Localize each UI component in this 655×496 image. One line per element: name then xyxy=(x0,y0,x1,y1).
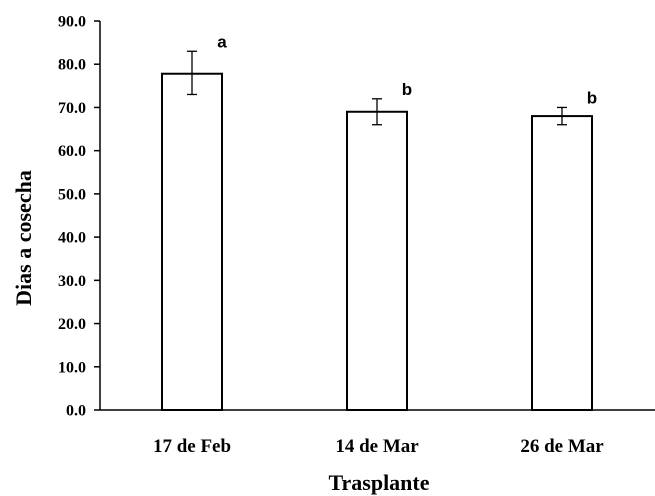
significance-letter: b xyxy=(587,88,597,107)
x-tick-label: 17 de Feb xyxy=(153,436,231,457)
y-tick-label: 40.0 xyxy=(58,230,86,247)
significance-letter: b xyxy=(402,80,412,99)
y-tick-label: 90.0 xyxy=(58,14,86,31)
bar xyxy=(346,110,408,412)
bar xyxy=(531,115,593,411)
x-axis-title: Trasplante xyxy=(328,470,429,495)
y-tick-label: 10.0 xyxy=(58,359,86,376)
y-tick-label: 0.0 xyxy=(66,403,86,420)
y-tick-label: 70.0 xyxy=(58,100,86,117)
y-axis-title: Dias a cosecha xyxy=(11,170,36,306)
y-tick-label: 60.0 xyxy=(58,143,86,160)
y-tick-label: 80.0 xyxy=(58,57,86,74)
y-tick-label: 50.0 xyxy=(58,186,86,203)
significance-letters-layer: a b b xyxy=(217,32,597,107)
x-tick-label: 26 de Mar xyxy=(520,436,604,457)
y-tick-label: 30.0 xyxy=(58,273,86,290)
bar xyxy=(161,72,223,411)
x-tick-labels-layer: 17 de Feb 14 de Mar 26 de Mar xyxy=(153,436,604,457)
axes-layer xyxy=(99,21,655,411)
y-tick-label: 20.0 xyxy=(58,316,86,333)
error-bars-layer xyxy=(187,50,567,126)
x-tick-label: 14 de Mar xyxy=(335,436,419,457)
y-ticks-layer: 0.0 10.0 20.0 30.0 40.0 50.0 60.0 70.0 80.0 90.0 xyxy=(58,14,100,420)
significance-letter: a xyxy=(217,32,227,51)
